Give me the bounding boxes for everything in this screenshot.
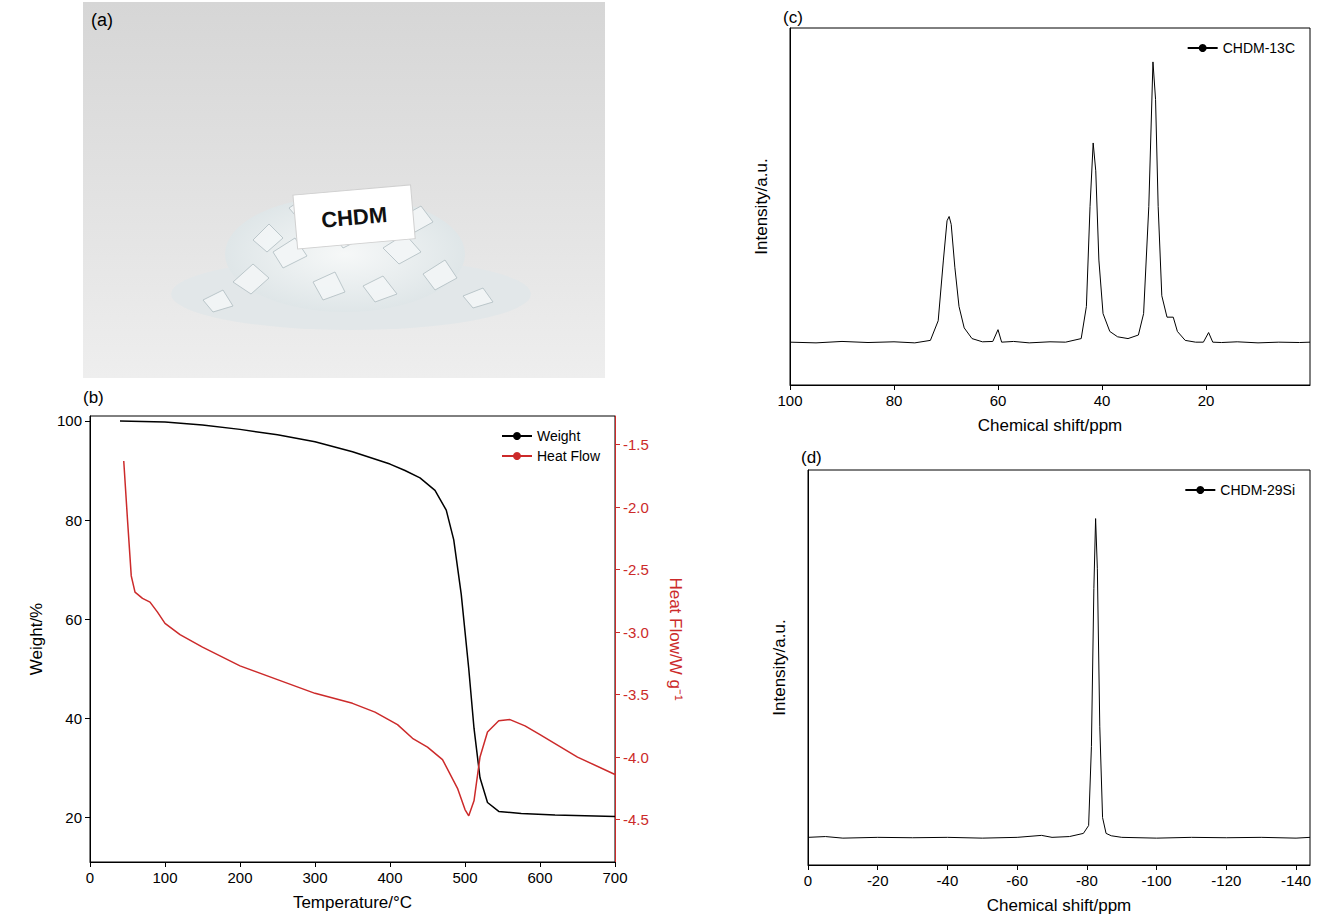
svg-text:-40: -40 xyxy=(937,872,959,889)
svg-text:(b): (b) xyxy=(83,388,104,407)
svg-text:Temperature/°C: Temperature/°C xyxy=(293,893,412,912)
svg-text:CHDM-29Si: CHDM-29Si xyxy=(1220,482,1295,498)
svg-text:500: 500 xyxy=(452,869,477,886)
svg-text:-3.0: -3.0 xyxy=(623,624,649,641)
svg-text:Intensity/a.u.: Intensity/a.u. xyxy=(770,619,789,715)
svg-text:-2.5: -2.5 xyxy=(623,561,649,578)
svg-text:400: 400 xyxy=(377,869,402,886)
svg-text:80: 80 xyxy=(886,392,903,409)
svg-text:40: 40 xyxy=(65,710,82,727)
svg-text:-60: -60 xyxy=(1006,872,1028,889)
svg-text:(c): (c) xyxy=(783,8,803,27)
svg-text:-120: -120 xyxy=(1211,872,1241,889)
svg-text:CHDM: CHDM xyxy=(320,202,388,233)
svg-text:(d): (d) xyxy=(801,448,822,467)
svg-text:(a): (a) xyxy=(91,10,113,30)
svg-text:Weight: Weight xyxy=(537,428,580,444)
svg-text:300: 300 xyxy=(302,869,327,886)
svg-text:60: 60 xyxy=(990,392,1007,409)
svg-text:100: 100 xyxy=(152,869,177,886)
svg-text:20: 20 xyxy=(1198,392,1215,409)
svg-text:-20: -20 xyxy=(867,872,889,889)
svg-text:-3.5: -3.5 xyxy=(623,686,649,703)
svg-text:Intensity/a.u.: Intensity/a.u. xyxy=(752,158,771,254)
svg-text:CHDM-13C: CHDM-13C xyxy=(1223,40,1295,56)
svg-text:Heat Flow/W g⁻¹: Heat Flow/W g⁻¹ xyxy=(666,577,685,700)
svg-text:Weight/%: Weight/% xyxy=(27,603,46,675)
svg-text:-100: -100 xyxy=(1142,872,1172,889)
svg-text:700: 700 xyxy=(602,869,627,886)
svg-text:Chemical shift/ppm: Chemical shift/ppm xyxy=(978,416,1123,435)
svg-text:40: 40 xyxy=(1094,392,1111,409)
svg-text:-1.5: -1.5 xyxy=(623,436,649,453)
svg-text:80: 80 xyxy=(65,512,82,529)
svg-text:-140: -140 xyxy=(1281,872,1311,889)
svg-text:-4.0: -4.0 xyxy=(623,749,649,766)
svg-text:Chemical shift/ppm: Chemical shift/ppm xyxy=(987,896,1132,915)
svg-text:100: 100 xyxy=(777,392,802,409)
svg-text:200: 200 xyxy=(227,869,252,886)
svg-text:0: 0 xyxy=(86,869,94,886)
svg-text:60: 60 xyxy=(65,611,82,628)
svg-text:Heat Flow: Heat Flow xyxy=(537,448,601,464)
svg-text:0: 0 xyxy=(804,872,812,889)
svg-text:-80: -80 xyxy=(1076,872,1098,889)
svg-text:600: 600 xyxy=(527,869,552,886)
svg-text:20: 20 xyxy=(65,809,82,826)
svg-text:-4.5: -4.5 xyxy=(623,811,649,828)
svg-text:100: 100 xyxy=(57,412,82,429)
svg-text:-2.0: -2.0 xyxy=(623,499,649,516)
